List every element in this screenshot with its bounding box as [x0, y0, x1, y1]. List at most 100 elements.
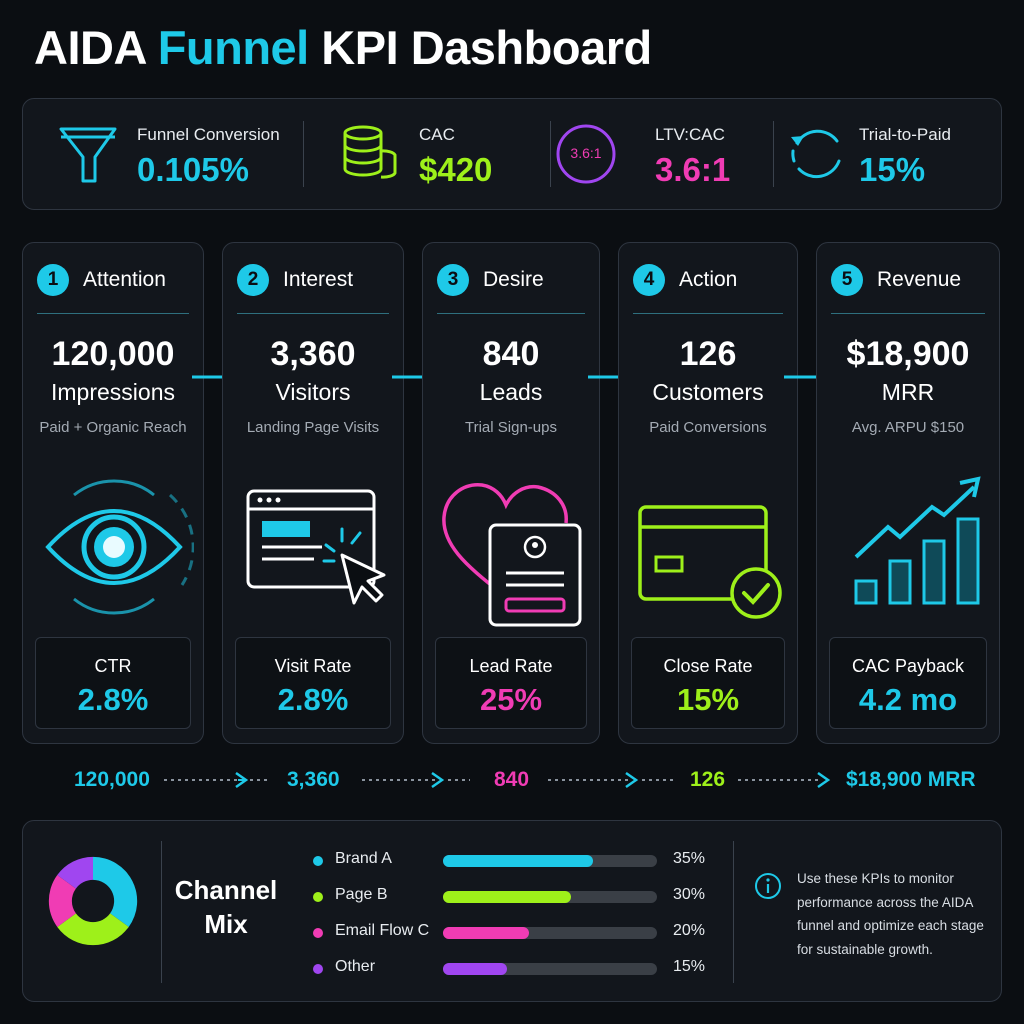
- browser-click-icon: [246, 489, 386, 605]
- metric-label: CTR: [94, 656, 132, 676]
- legend-dot: [313, 964, 323, 974]
- metric-value: 4.2 mo: [858, 682, 958, 717]
- stage-unit: Customers: [652, 379, 764, 405]
- stage-name: Interest: [283, 268, 354, 291]
- stage-number: 5: [831, 264, 863, 296]
- flow-value: 3,360: [287, 768, 340, 791]
- stage-card-desire[interactable]: 3 Desire 840 Leads Trial Sign-ups Lead Ra…: [422, 242, 600, 744]
- divider: [37, 313, 189, 314]
- kpi-label: Funnel Conversion: [137, 125, 280, 144]
- stage-card-revenue[interactable]: 5 Revenue $18,900 MRR Avg. ARPU $150 CAC …: [816, 242, 1000, 744]
- donut-slice-email-flow-c: [48, 875, 76, 927]
- metric-value: 25%: [479, 682, 543, 717]
- stage-unit: Impressions: [51, 379, 175, 405]
- stage-number: 3: [437, 264, 469, 296]
- stage-description: Avg. ARPU $150: [851, 419, 965, 436]
- channel-name: Email Flow C: [335, 922, 430, 939]
- kpi-cac[interactable]: CAC $420: [333, 99, 543, 209]
- kpi-value: 3.6:1: [655, 151, 731, 188]
- stage-metric: Lead Rate 25%: [435, 637, 587, 729]
- stage-metric: Visit Rate 2.8%: [235, 637, 391, 729]
- flow-value: $18,900 MRR: [846, 768, 976, 791]
- cycle-arrows-icon: [791, 129, 841, 179]
- legend-dot: [313, 856, 323, 866]
- coin-stack-icon: [343, 125, 397, 179]
- kpi-divider: [303, 121, 304, 187]
- kpi-divider: [773, 121, 774, 187]
- stage-card-interest[interactable]: 2 Interest 3,360 Visitors Landing Page Vi…: [222, 242, 404, 744]
- stage-name: Revenue: [877, 268, 962, 291]
- dashed-arrow-icon: [362, 771, 470, 789]
- channel-percent: 20%: [672, 922, 705, 939]
- metric-value: 2.8%: [277, 682, 349, 717]
- kpi-value: $420: [419, 151, 493, 188]
- stage-value: 126: [679, 335, 737, 373]
- channel-row[interactable]: Email Flow C 20%: [313, 921, 713, 945]
- ratio-badge-text: 3.6:1: [570, 145, 602, 161]
- eye-icon: [45, 479, 194, 615]
- channel-row[interactable]: Page B 30%: [313, 885, 713, 909]
- kpi-label: CAC: [419, 125, 455, 144]
- dashed-arrow-icon: [164, 771, 270, 789]
- title-line: Channel: [174, 875, 278, 905]
- divider: [237, 313, 389, 314]
- stage-value: $18,900: [846, 335, 970, 373]
- stage-unit: MRR: [881, 379, 935, 405]
- donut-slice-page-b: [57, 913, 129, 946]
- donut-slice-brand-a: [93, 856, 138, 927]
- channel-mix-panel: Channel Mix Brand A 35% Page B 30% Email …: [22, 820, 1002, 1002]
- kpi-trial-to-paid[interactable]: Trial-to-Paid 15%: [783, 99, 993, 209]
- growth-chart-icon: [854, 476, 981, 605]
- title-prefix: AIDA: [34, 21, 158, 74]
- stage-card-attention[interactable]: 1 Attention 120,000 Impressions Paid + Or…: [22, 242, 204, 744]
- dashed-arrow-icon: [738, 771, 831, 789]
- stage-name: Attention: [83, 268, 166, 291]
- stage-metric: Close Rate 15%: [631, 637, 785, 729]
- flow-value: 120,000: [74, 768, 150, 791]
- kpi-summary-bar: Funnel Conversion 0.105% CAC $420 3.6:1 …: [22, 98, 1002, 210]
- divider: [161, 841, 162, 983]
- stage-metric: CAC Payback 4.2 mo: [829, 637, 987, 729]
- channel-row[interactable]: Other 15%: [313, 957, 713, 981]
- metric-value: 15%: [676, 682, 740, 717]
- kpi-ltv-cac[interactable]: 3.6:1 LTV:CAC 3.6:1: [555, 99, 755, 209]
- progress-track: [443, 927, 657, 939]
- ratio-badge-icon: [556, 124, 616, 184]
- channel-name: Brand A: [335, 850, 392, 867]
- stage-description: Landing Page Visits: [246, 419, 380, 436]
- progress-fill: [443, 963, 508, 975]
- metric-value: 2.8%: [77, 682, 149, 717]
- kpi-label: LTV:CAC: [655, 125, 725, 144]
- progress-fill: [443, 855, 593, 867]
- stage-description: Trial Sign-ups: [465, 419, 557, 436]
- metric-label: Lead Rate: [469, 656, 553, 676]
- dashed-arrow-icon: [548, 771, 674, 789]
- info-note: Use these KPIs to monitor performance ac…: [797, 871, 984, 957]
- kpi-label: Trial-to-Paid: [859, 125, 951, 144]
- legend-dot: [313, 928, 323, 938]
- kpi-value: 0.105%: [137, 151, 249, 188]
- info-icon[interactable]: [753, 871, 783, 901]
- stage-description: Paid Conversions: [649, 419, 767, 436]
- progress-track: [443, 891, 657, 903]
- stage-name: Action: [679, 268, 738, 291]
- stage-description: Paid + Organic Reach: [39, 419, 187, 436]
- stage-value: 840: [482, 335, 540, 373]
- stage-card-action[interactable]: 4 Action 126 Customers Paid Conversions C…: [618, 242, 798, 744]
- channel-row[interactable]: Brand A 35%: [313, 849, 713, 873]
- channel-percent: 30%: [672, 886, 705, 903]
- kpi-value: 15%: [859, 151, 926, 188]
- kpi-funnel-conversion[interactable]: Funnel Conversion 0.105%: [55, 99, 305, 209]
- stage-value: 120,000: [51, 335, 175, 373]
- metric-label: Visit Rate: [274, 656, 352, 676]
- heart-form-icon: [442, 483, 582, 627]
- legend-dot: [313, 892, 323, 902]
- flow-value: 840: [494, 768, 530, 791]
- channel-percent: 15%: [672, 958, 705, 975]
- divider: [831, 313, 985, 314]
- stage-number: 2: [237, 264, 269, 296]
- page-title: AIDA Funnel KPI Dashboard: [34, 20, 652, 75]
- channel-percent: 35%: [672, 850, 705, 867]
- stage-number: 1: [37, 264, 69, 296]
- metric-label: Close Rate: [663, 656, 753, 676]
